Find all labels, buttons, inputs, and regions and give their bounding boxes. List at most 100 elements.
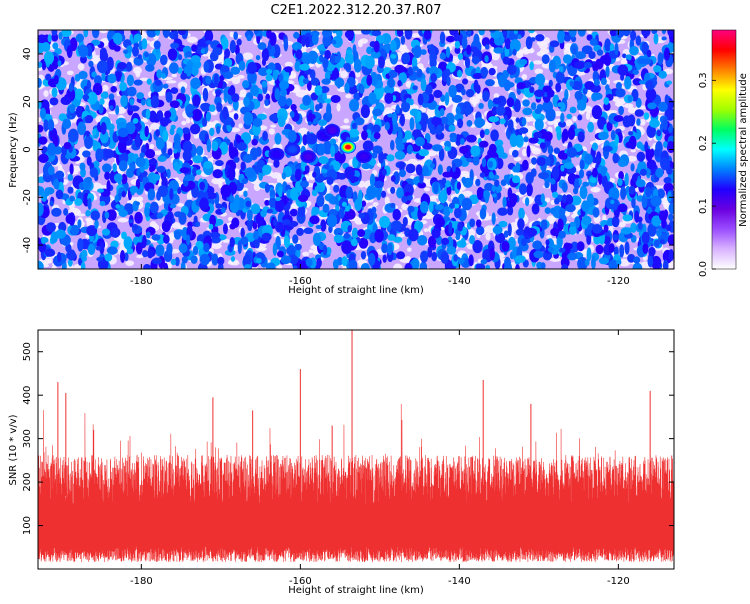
heatmap-cell — [139, 152, 145, 159]
heatmap-cell — [423, 187, 431, 192]
heatmap-cell — [361, 130, 368, 141]
heatmap-cell — [479, 129, 485, 139]
heatmap-cell — [591, 105, 603, 120]
heatmap-cell — [268, 128, 276, 135]
heatmap-cell — [641, 30, 651, 38]
heatmap-cell — [129, 185, 139, 194]
heatmap-cell — [650, 195, 662, 207]
heatmap-cell — [536, 157, 547, 167]
heatmap-cell — [351, 122, 357, 130]
heatmap-cell — [637, 57, 646, 65]
heatmap-cell — [587, 121, 594, 133]
heatmap-cell — [472, 155, 480, 166]
heatmap-cell — [313, 206, 320, 215]
heatmap-cell — [246, 209, 253, 222]
heatmap-cell — [154, 79, 162, 86]
heatmap-cell — [551, 166, 560, 180]
heatmap-cell — [475, 219, 482, 228]
heatmap-cell — [247, 61, 258, 75]
heatmap-cell — [109, 105, 114, 110]
heatmap-cell — [186, 234, 191, 246]
heatmap-cell — [121, 190, 126, 198]
heatmap-cell — [562, 251, 567, 262]
heatmap-cell — [47, 142, 56, 156]
heatmap-cell — [619, 244, 625, 258]
heatmap-cell — [366, 46, 373, 55]
heatmap-cell — [608, 187, 620, 201]
heatmap-cell — [394, 150, 406, 160]
heatmap-cell — [658, 70, 667, 79]
heatmap-cell — [355, 70, 361, 78]
heatmap-cell — [133, 42, 139, 49]
heatmap-cell — [67, 249, 76, 261]
heatmap-cell — [38, 237, 41, 246]
heatmap-cell — [86, 44, 93, 57]
heatmap-cell — [253, 182, 261, 192]
heatmap-cell — [322, 244, 328, 256]
heatmap-cell — [293, 44, 299, 49]
heatmap-cell — [397, 233, 406, 238]
heatmap-cell — [625, 141, 637, 149]
heatmap-cell — [112, 82, 118, 87]
heatmap-cell — [80, 261, 86, 269]
heatmap-cell — [330, 94, 341, 103]
snr-y-axis: 100 200 300 400 500 — [22, 342, 674, 535]
heatmap-cell — [178, 243, 188, 254]
heatmap-cell — [240, 227, 245, 238]
heatmap-cell — [431, 227, 441, 239]
heatmap-cell — [156, 69, 163, 79]
heatmap-cell — [632, 262, 643, 269]
heatmap-cell — [104, 253, 113, 262]
heatmap-cell — [540, 262, 546, 269]
heatmap-cell — [371, 206, 377, 214]
snr-x-axis: -180 -160 -140 -120 — [130, 330, 630, 587]
heatmap-cell — [635, 179, 646, 188]
heatmap-cell — [630, 163, 635, 172]
heatmap-cell — [174, 256, 180, 267]
heatmap-cell — [371, 152, 378, 159]
heatmap-cell — [125, 260, 135, 266]
y-tick-label: 40 — [22, 48, 33, 61]
heatmap-cell — [468, 254, 474, 267]
heatmap-cell — [162, 129, 169, 142]
heatmap-cell — [360, 250, 367, 260]
heatmap-cell — [397, 130, 403, 142]
heatmap-cell — [404, 263, 413, 269]
heatmap-cell — [645, 80, 655, 91]
heatmap-cell — [622, 214, 633, 222]
heatmap-cell — [120, 249, 126, 263]
heatmap-cell — [550, 177, 556, 185]
heatmap-cell — [119, 81, 127, 92]
heatmap-cell — [208, 104, 216, 112]
heatmap-cell — [456, 69, 463, 78]
heatmap-cell — [104, 171, 111, 180]
heatmap-cell — [192, 94, 201, 107]
heatmap-cell — [211, 242, 222, 250]
heatmap-cell — [513, 98, 521, 113]
heatmap-cell — [617, 178, 623, 187]
heatmap-cell — [286, 244, 296, 256]
heatmap-cell — [161, 72, 166, 79]
heatmap-cell — [415, 160, 427, 166]
heatmap-cell — [67, 174, 74, 181]
heatmap-cell — [96, 60, 108, 74]
heatmap-cell — [135, 135, 141, 148]
heatmap-cell — [592, 207, 600, 218]
heatmap-cell — [364, 55, 375, 69]
heatmap-cell — [633, 256, 641, 264]
heatmap-cell — [445, 46, 451, 58]
heatmap-cell — [591, 142, 599, 151]
heatmap-cell — [417, 234, 428, 246]
heatmap-cell — [567, 127, 576, 140]
heatmap-cell — [497, 207, 508, 216]
heatmap-cell — [204, 30, 214, 43]
heatmap-cell — [179, 167, 190, 174]
heatmap-cell — [345, 205, 350, 212]
heatmap-peak — [272, 151, 281, 158]
heatmap-cell — [618, 170, 624, 181]
heatmap-cell — [306, 80, 312, 92]
heatmap-cell — [525, 36, 533, 50]
heatmap-cell — [341, 240, 353, 255]
heatmap-cell — [461, 176, 467, 184]
heatmap-cell — [247, 70, 257, 84]
